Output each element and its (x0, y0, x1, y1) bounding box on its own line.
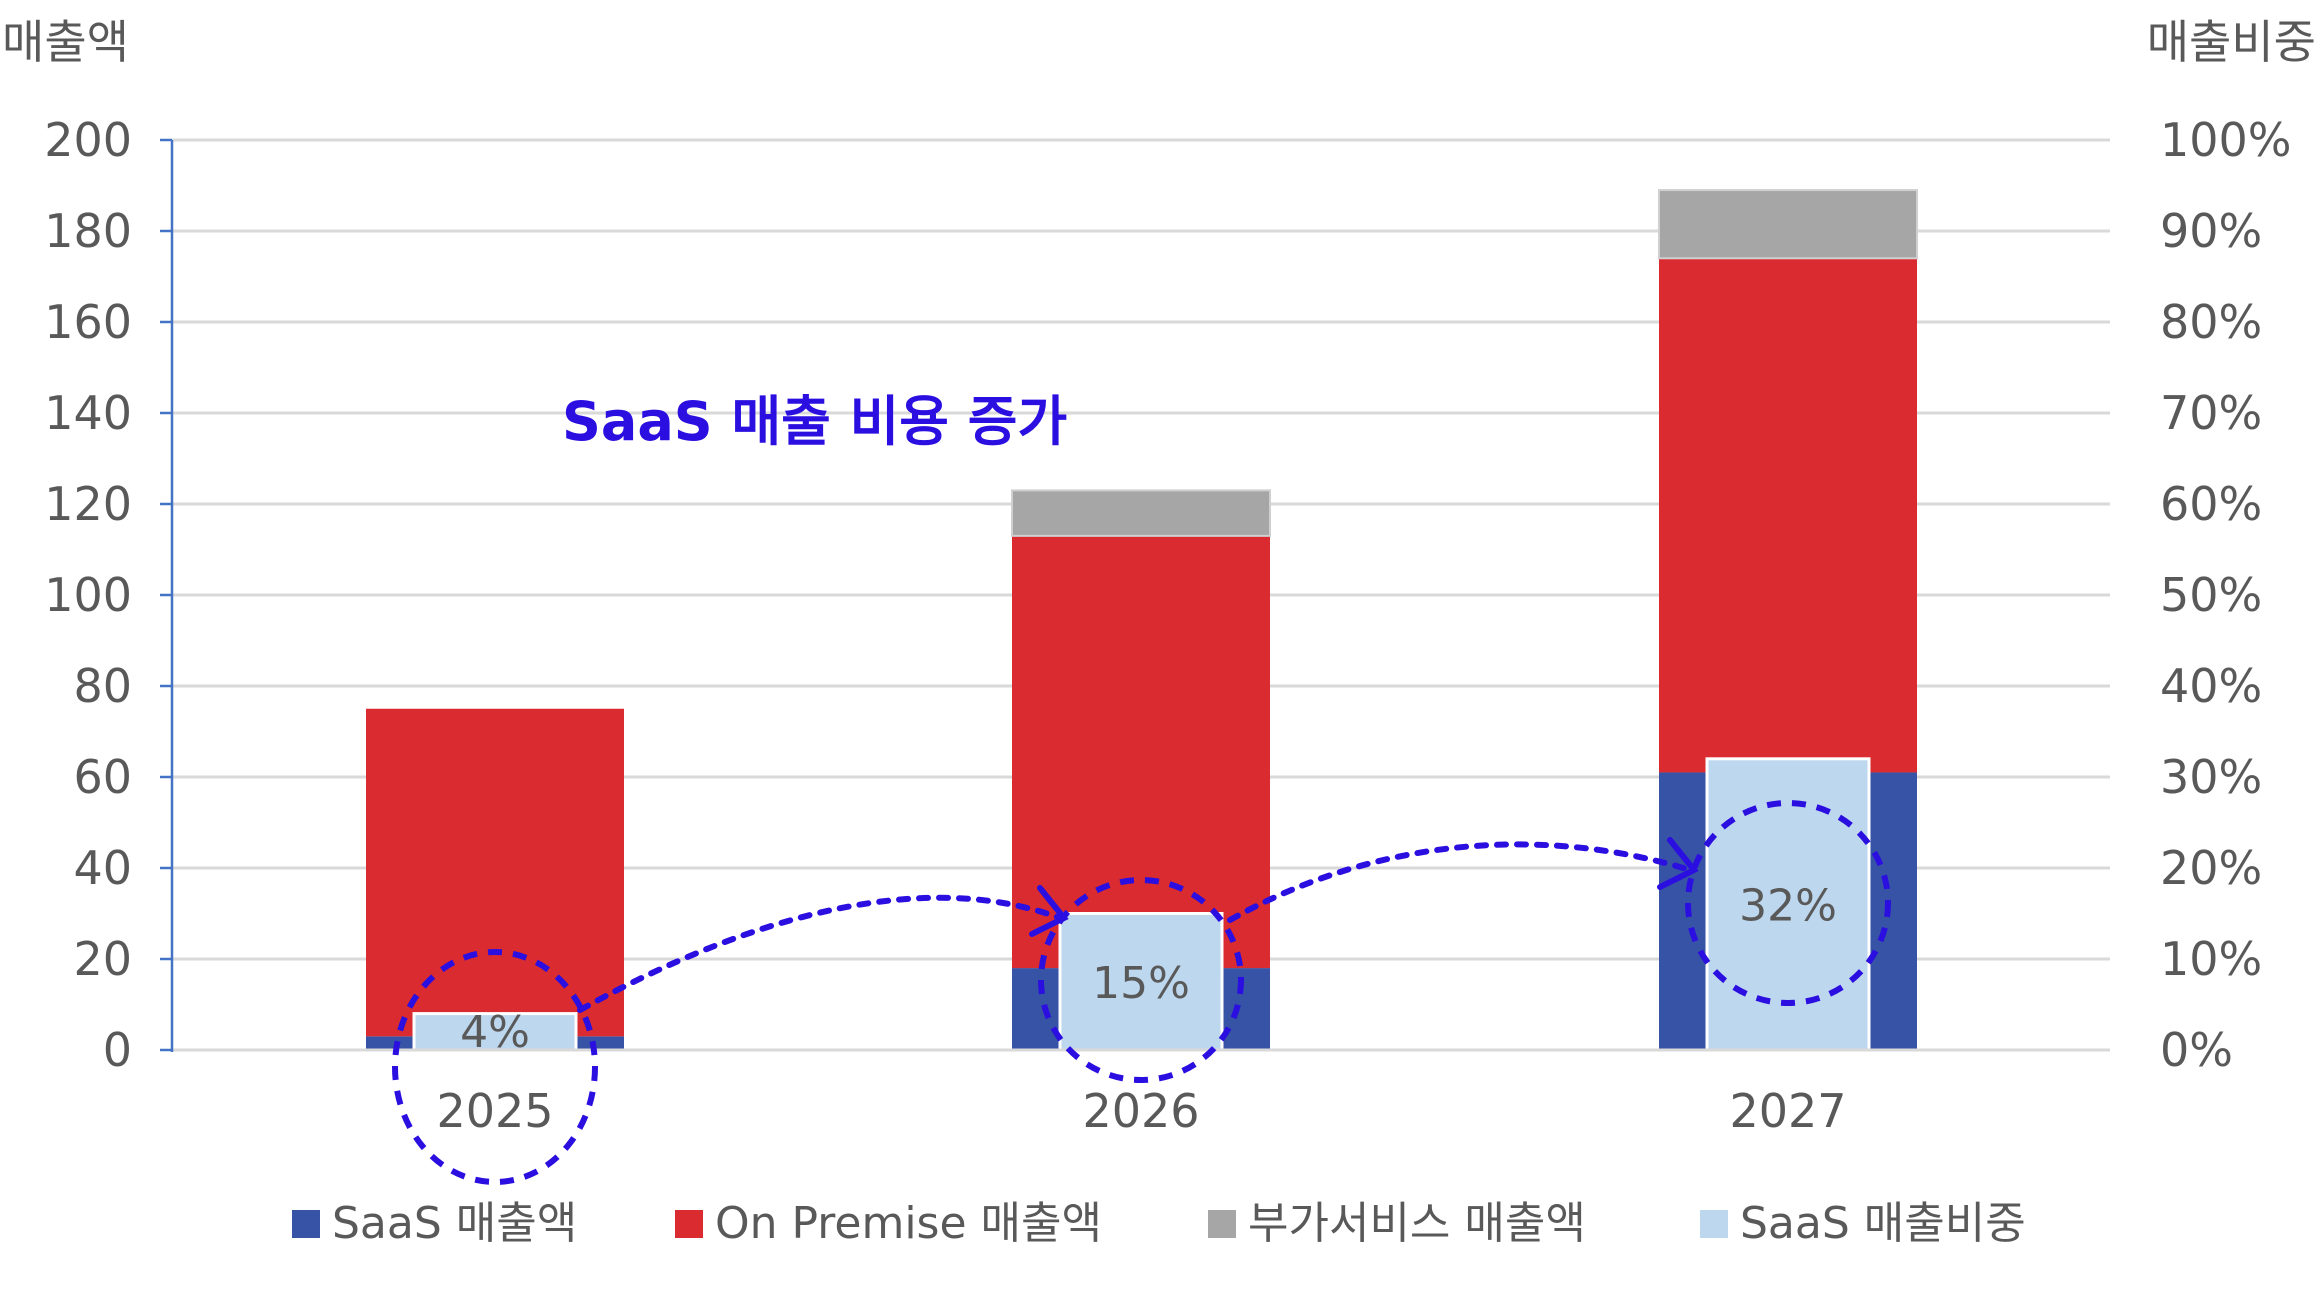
bar-segment (1012, 535, 1270, 969)
x-tick-label: 2025 (436, 1084, 553, 1138)
y-right-tick-label: 70% (2160, 386, 2262, 440)
y-right-tick-label: 20% (2160, 841, 2262, 895)
legend-swatch (1208, 1210, 1236, 1238)
y-left-tick-label: 140 (44, 386, 132, 440)
data-label: 32% (1739, 880, 1837, 931)
labels: 4% 15% 32% 2025 2026 2027 (436, 880, 1846, 1138)
legend-entry: SaaS 매출비중 (1740, 1198, 2026, 1249)
y-right-axis-title: 매출비중 (2147, 15, 2316, 69)
y-right-tick-label: 0% (2160, 1023, 2233, 1077)
highlight-circle (392, 949, 598, 1185)
legend-entry: SaaS 매출액 (332, 1198, 577, 1249)
ratio-bar (1058, 912, 1224, 1052)
annotation-text: SaaS 매출 비용 증가 (562, 390, 1067, 453)
legend-entry: 부가서비스 매출액 (1248, 1198, 1586, 1249)
y-right-tick-label: 90% (2160, 204, 2262, 258)
y-left-tick-label: 180 (44, 204, 132, 258)
y-right-tick-label: 10% (2160, 932, 2262, 986)
legend: SaaS 매출액 On Premise 매출액 부가서비스 매출액 SaaS 매출비중 (292, 1198, 2026, 1249)
trend-arrow (577, 894, 1063, 1013)
y-right-tick-label: 40% (2160, 659, 2262, 713)
axes: 0 20 40 60 80 100 120 140 160 180 200 0% 10% 20% 30% 40… (2, 15, 2316, 1077)
bar-segment (1011, 489, 1271, 537)
y-left-tick-label: 120 (44, 477, 132, 531)
bars (366, 189, 1918, 1052)
y-left-tick-label: 100 (44, 568, 132, 622)
y-left-tick-label: 60 (73, 750, 132, 804)
bar-segment (1658, 189, 1918, 260)
trend-arrowhead (1029, 885, 1069, 937)
y-right-tick-label: 100% (2160, 113, 2292, 167)
y-left-tick-label: 160 (44, 295, 132, 349)
y-left-tick-label: 80 (73, 659, 132, 713)
legend-swatch (1700, 1210, 1728, 1238)
highlight-circle (1685, 800, 1891, 1006)
bar-segment (1659, 258, 1917, 773)
y-left-tick-label: 40 (73, 841, 132, 895)
trend-arrow (1227, 841, 1693, 923)
annotations: SaaS 매출 비용 증가 (392, 390, 1891, 1185)
y-right-tick-label: 50% (2160, 568, 2262, 622)
y-left-axis-title: 매출액 (2, 15, 129, 69)
highlight-circle (1038, 877, 1244, 1083)
y-right-tick-label: 80% (2160, 295, 2262, 349)
data-label: 4% (460, 1007, 530, 1058)
y-left-tick-label: 20 (73, 932, 132, 986)
y-right-tick-label: 30% (2160, 750, 2262, 804)
data-label: 15% (1092, 958, 1190, 1009)
y-left-tick-label: 0 (103, 1023, 132, 1077)
bar-segment (366, 708, 624, 1037)
y-left-tick-label: 200 (44, 113, 132, 167)
x-tick-label: 2026 (1082, 1084, 1199, 1138)
legend-swatch (675, 1210, 703, 1238)
legend-swatch (292, 1210, 320, 1238)
legend-entry: On Premise 매출액 (715, 1198, 1102, 1249)
trend-arrowhead (1657, 837, 1699, 890)
x-tick-label: 2027 (1729, 1084, 1846, 1138)
y-right-tick-label: 60% (2160, 477, 2262, 531)
